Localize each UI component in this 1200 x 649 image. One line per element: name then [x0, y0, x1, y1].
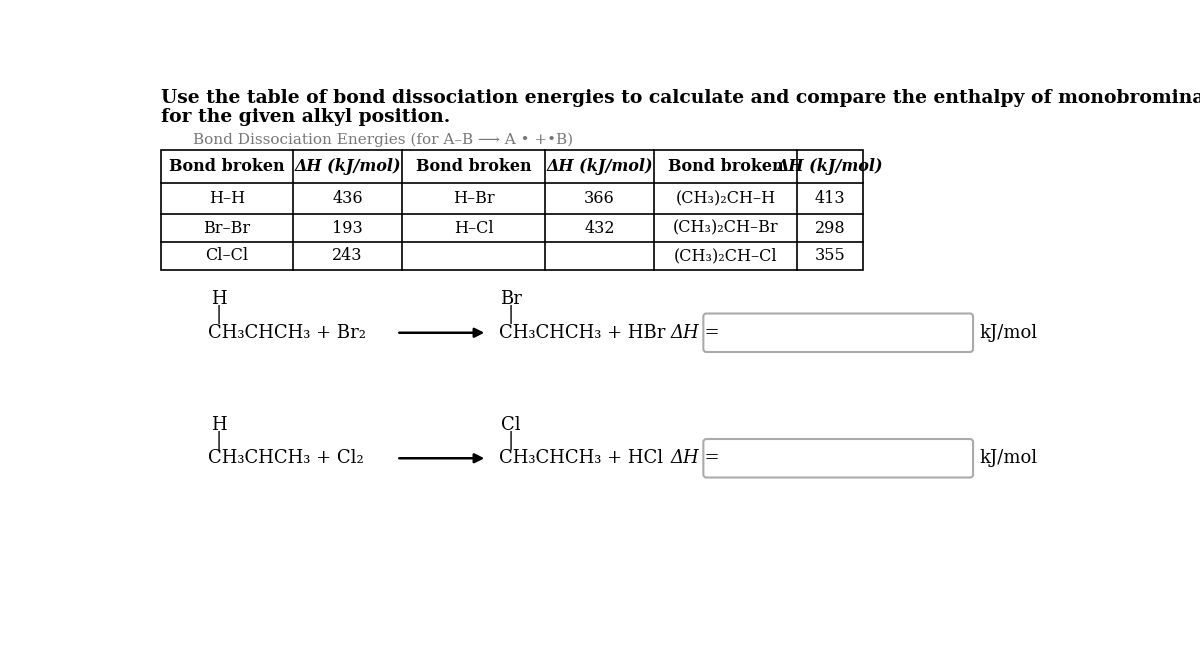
- Text: Use the table of bond dissociation energies to calculate and compare the enthalp: Use the table of bond dissociation energ…: [161, 89, 1200, 106]
- Text: 298: 298: [815, 219, 845, 236]
- Text: (CH₃)₂CH–Cl: (CH₃)₂CH–Cl: [673, 247, 778, 264]
- Text: 432: 432: [584, 219, 614, 236]
- Text: CH₃CHCH₃ + Br₂: CH₃CHCH₃ + Br₂: [208, 324, 366, 342]
- Text: kJ/mol: kJ/mol: [979, 449, 1037, 467]
- Text: Bond Dissociation Energies (for A–B ⟶ A • +•B): Bond Dissociation Energies (for A–B ⟶ A …: [193, 132, 572, 147]
- Text: |: |: [508, 431, 515, 450]
- Text: for the given alkyl position.: for the given alkyl position.: [161, 108, 450, 126]
- Text: 413: 413: [815, 190, 845, 207]
- Text: kJ/mol: kJ/mol: [979, 324, 1037, 342]
- Text: |: |: [216, 305, 222, 324]
- Text: 355: 355: [815, 247, 846, 264]
- Text: CH₃CHCH₃ + HCl: CH₃CHCH₃ + HCl: [499, 449, 662, 467]
- Bar: [161, 151, 863, 269]
- Text: Br: Br: [500, 290, 522, 308]
- Text: (CH₃)₂CH–Br: (CH₃)₂CH–Br: [673, 219, 779, 236]
- Text: 243: 243: [332, 247, 362, 264]
- Text: H–Br: H–Br: [452, 190, 494, 207]
- Text: ΔH (kJ/mol): ΔH (kJ/mol): [294, 158, 401, 175]
- Text: H–H: H–H: [209, 190, 245, 207]
- Text: Cl: Cl: [502, 416, 521, 434]
- Text: ΔH =: ΔH =: [671, 324, 720, 342]
- Text: 436: 436: [332, 190, 362, 207]
- Text: |: |: [216, 431, 222, 450]
- Text: (CH₃)₂CH–H: (CH₃)₂CH–H: [676, 190, 775, 207]
- Text: Bond broken: Bond broken: [169, 158, 284, 175]
- Text: Bond broken: Bond broken: [415, 158, 532, 175]
- Text: ΔH =: ΔH =: [671, 449, 720, 467]
- Text: ΔH (kJ/mol): ΔH (kJ/mol): [546, 158, 653, 175]
- Text: 193: 193: [332, 219, 364, 236]
- Text: Br–Br: Br–Br: [204, 219, 251, 236]
- Text: Cl–Cl: Cl–Cl: [205, 247, 248, 264]
- Text: 366: 366: [584, 190, 614, 207]
- Text: |: |: [508, 305, 515, 324]
- Text: Bond broken: Bond broken: [667, 158, 784, 175]
- Text: H–Cl: H–Cl: [454, 219, 493, 236]
- Text: ΔH (kJ/mol): ΔH (kJ/mol): [776, 158, 883, 175]
- Text: CH₃CHCH₃ + Cl₂: CH₃CHCH₃ + Cl₂: [208, 449, 364, 467]
- Text: H: H: [211, 290, 227, 308]
- Text: CH₃CHCH₃ + HBr: CH₃CHCH₃ + HBr: [499, 324, 665, 342]
- Text: H: H: [211, 416, 227, 434]
